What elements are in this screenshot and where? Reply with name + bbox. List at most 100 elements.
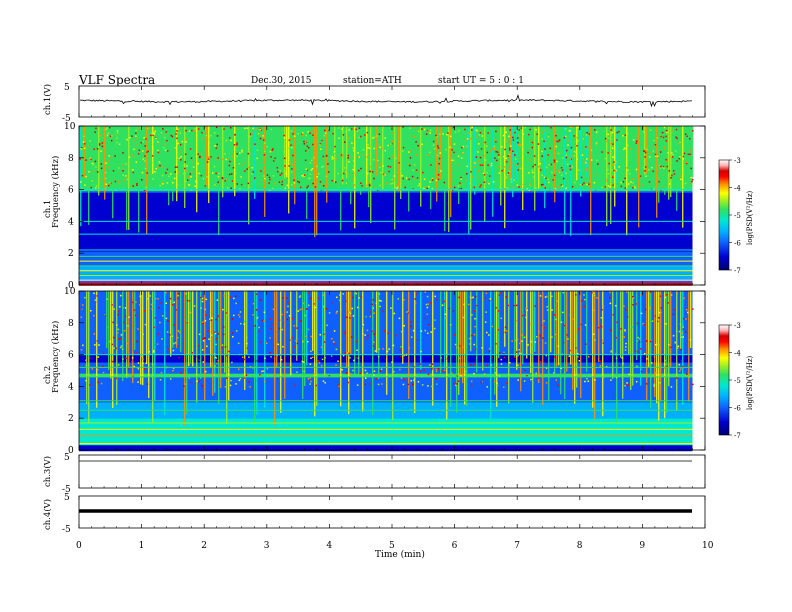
spectrogram-speckle [347,127,349,130]
spectrogram-speckle [666,160,668,163]
spectrogram-speckle [572,126,574,128]
spectrogram-speckle [612,313,614,316]
spectrogram-speckle [490,162,493,165]
spectrogram-speckle [682,328,685,331]
spectrogram-speckle [649,291,652,293]
spectrogram-speckle [357,152,359,154]
spectrogram-speckle [666,131,668,134]
spectrogram-speckle [555,379,558,381]
spectrogram-speckle [484,141,486,144]
spectrogram-column [658,126,660,203]
spectrogram-speckle [674,150,677,152]
spectrogram-speckle [569,168,572,171]
spectrogram-speckle [556,300,559,302]
spectrogram-speckle [399,368,401,371]
spectrogram-speckle [577,169,580,171]
spectrogram-column [290,291,292,376]
spectrogram-speckle [169,378,172,380]
spectrogram-speckle [637,336,639,339]
spectrogram-speckle [194,128,197,130]
spectrogram-speckle [387,144,389,147]
spectrogram-speckle [162,183,164,185]
spectrogram-speckle [368,183,371,186]
spectrogram-speckle [132,353,134,355]
spectrogram-speckle [317,297,320,299]
spectrogram-speckle [196,380,198,383]
spectrogram-speckle [259,127,262,130]
spectrogram-speckle [625,342,627,345]
spectrogram-speckle [657,155,659,158]
spectrogram-speckle [586,158,588,160]
spectrogram-column [558,291,560,366]
spectrogram-speckle [252,314,254,316]
spectrogram-speckle [662,136,665,139]
spectrogram-speckle [164,143,167,146]
spectrogram-speckle [270,356,272,358]
spectrogram-speckle [546,151,548,154]
spectrogram-column [676,126,678,211]
spectrogram-speckle [141,179,143,181]
spectrogram-speckle [444,313,447,316]
spectrogram-column [594,291,596,420]
spectrogram-speckle [105,162,107,165]
spectrogram-column [362,291,364,412]
x-tick-label: 6 [452,541,458,551]
spectrogram-speckle [498,375,501,377]
spectrogram-speckle [630,181,632,183]
spectrogram-speckle [691,155,693,158]
spectrogram-speckle [208,338,210,340]
spectrogram-speckle [618,130,620,133]
spectrogram-column [286,126,288,178]
spectrogram-speckle [137,153,140,155]
spectrogram-speckle [559,127,561,129]
spectrogram-column [534,126,536,211]
spectrogram-speckle [690,183,692,185]
spectrogram-speckle [135,129,137,132]
spectrogram-speckle [486,364,488,367]
spectrogram-speckle [362,154,364,156]
spectrogram-speckle [268,182,270,184]
spectrogram-speckle [187,184,190,186]
spectrogram-speckle [610,349,613,352]
spectrogram-speckle [503,155,505,158]
spectrogram-speckle [141,373,144,375]
spectrogram-speckle [532,165,534,168]
spectrogram-speckle [174,147,177,149]
spectrogram-speckle [166,331,169,333]
spectrogram-speckle [378,299,381,302]
spectrogram-column [314,291,316,417]
spectrogram-speckle [411,175,414,178]
spectrogram-speckle [587,380,590,383]
spectrogram-speckle [108,160,110,163]
spectrogram-speckle [338,385,340,387]
spectrogram-speckle [177,345,179,348]
spectrogram-speckle [82,344,84,347]
spectrogram-speckle [233,180,235,183]
spectrogram-speckle [207,158,210,160]
spectrogram-speckle [451,189,454,191]
spectrogram-speckle [404,173,406,176]
spectrogram-speckle [282,297,284,299]
spectrogram-speckle [520,352,522,355]
spectrogram-speckle [198,153,201,155]
spectrogram-speckle [416,129,419,131]
spectrogram-column [254,126,256,199]
spectrogram-speckle [119,294,122,297]
spectrogram-column [326,126,328,203]
spectrogram-speckle [362,332,364,335]
spectrogram-column [514,291,516,358]
spectrogram-speckle [557,140,560,143]
spectrogram-speckle [461,168,463,171]
spectrogram-speckle [626,291,628,293]
spectrogram-speckle [609,296,611,299]
spectrogram-speckle [569,313,572,316]
spectrogram-speckle [403,299,405,301]
spectrogram-speckle [478,143,480,145]
spectrogram-speckle [141,171,144,174]
spectrogram-speckle [657,343,659,346]
x-tick-label: 3 [264,541,270,551]
spectrogram-speckle [381,147,383,150]
spectrogram-speckle [410,325,412,328]
spectrogram-speckle [646,148,648,151]
spectrogram-column [490,291,492,424]
